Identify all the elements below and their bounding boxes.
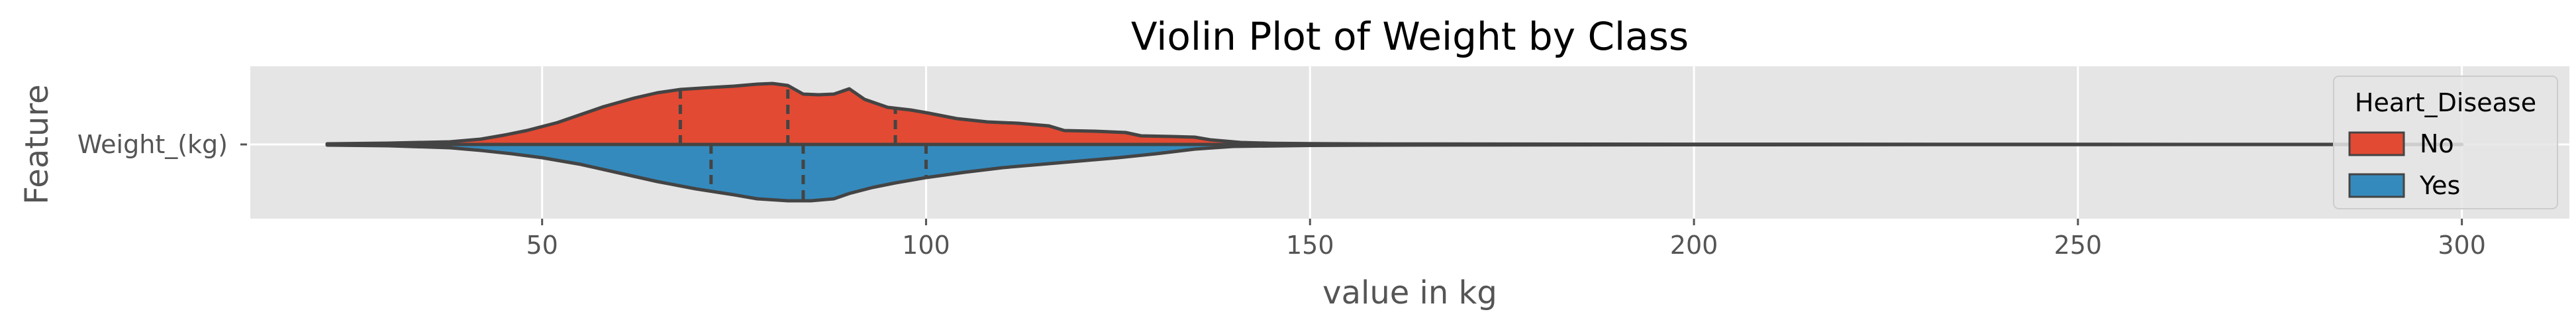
- x-tick-label: 150: [1286, 231, 1334, 260]
- y-axis-ticks: Weight_(kg): [77, 130, 247, 159]
- x-axis-label: value in kg: [1322, 274, 1497, 311]
- x-tick-label: 50: [526, 231, 558, 260]
- legend: Heart_Disease No Yes: [2333, 76, 2558, 209]
- x-tick-label: 250: [2054, 231, 2103, 260]
- y-axis-label: Feature: [19, 84, 56, 204]
- chart-title: Violin Plot of Weight by Class: [1131, 14, 1689, 59]
- x-tick-label: 200: [1670, 231, 1718, 260]
- legend-swatch-yes: [2348, 173, 2405, 198]
- violins: [325, 82, 2464, 203]
- x-axis-ticks: 50 100 150 200 250 300: [526, 219, 2486, 260]
- legend-label-no: No: [2420, 129, 2454, 158]
- legend-items: No Yes: [2348, 129, 2460, 200]
- legend-label-yes: Yes: [2419, 171, 2460, 200]
- legend-swatch-no: [2348, 131, 2405, 156]
- legend-title: Heart_Disease: [2355, 88, 2536, 117]
- y-tick-label: Weight_(kg): [77, 130, 228, 159]
- x-tick-label: 300: [2438, 231, 2486, 260]
- x-tick-label: 100: [902, 231, 950, 260]
